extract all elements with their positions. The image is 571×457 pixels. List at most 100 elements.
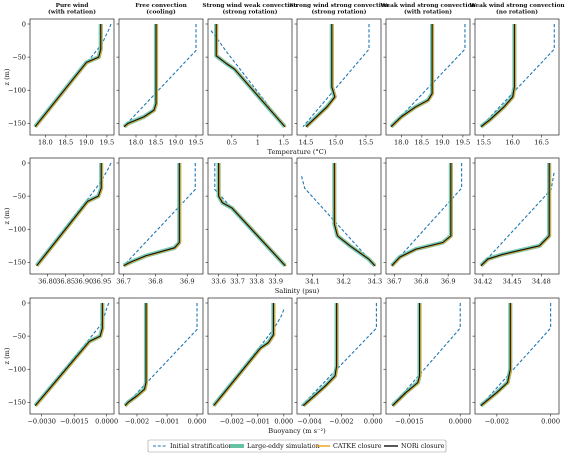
x-tick-label: 33.9 [268,278,283,286]
nori-line [215,24,286,128]
x-tick-label: −0.002 [329,418,353,426]
x-tick-label: 36.90 [74,278,93,286]
y-tick-label: −150 [8,399,26,407]
y-tick-label: −100 [8,87,26,95]
nori-line [36,163,102,267]
initial-stratification-line [123,163,196,267]
x-tick-label: 34.1 [305,278,320,286]
x-tick-label: 19.5 [100,139,115,147]
initial-stratification-line [480,303,552,407]
x-tick-label: 34.2 [336,278,351,286]
legend-label-4: NORi closure [401,442,445,450]
nori-line [390,24,433,128]
y-axis-label-row-1: z (m) [3,68,11,85]
x-tick-label: 33.8 [249,278,264,286]
initial-stratification-line [301,176,376,267]
x-tick-label: 18.5 [149,139,164,147]
x-tick-label: 19.5 [189,139,204,147]
x-tick-label: 36.95 [92,278,111,286]
panel-r3-c1: −0.0030 −0.0015 0.0000 0 −50 −100 −150 [8,297,118,426]
legend-label-1: Initial stratification [170,442,233,450]
x-tick-label: 18.0 [394,139,409,147]
x-tick-label: 18.0 [129,139,144,147]
catke-line [391,24,434,128]
panel-r3-c4: −0.004 −0.002 0.000 [294,297,383,426]
catke-line [124,163,181,267]
initial-stratification-line [390,24,466,128]
initial-stratification-line [391,303,461,407]
x-tick-label: 36.80 [38,278,57,286]
y-tick-label: −100 [8,226,26,234]
column-title-4-line-2: (strong rotation) [312,9,367,16]
catke-line [35,303,104,407]
x-tick-label: 0.000 [541,418,560,426]
x-tick-label: 19.5 [456,139,471,147]
nori-line [333,163,376,267]
panel-frame [118,18,204,136]
column-title-1-line-2: (with rotation) [48,9,96,16]
panel-r1-c2: 18.0 18.5 19.0 19.5 [116,18,204,147]
panel-frame [296,157,382,275]
panel-frame [207,157,293,275]
initial-stratification-line [210,30,286,128]
catke-line [35,24,103,128]
nori-line [34,24,102,128]
x-tick-label: −0.001 [155,418,179,426]
x-tick-label: −0.001 [246,418,270,426]
column-title-6-line-1: Weak wind strong convection [468,3,565,9]
x-axis-label-row-1: Temperature (°C) [268,148,327,156]
x-axis-label-row-3: Buoyancy (m s⁻²) [268,427,326,435]
x-tick-label: 1.5 [279,139,290,147]
nori-line [480,303,511,407]
initial-stratification-line [124,303,198,407]
legend: Initial stratification Large-eddy simulat… [147,439,447,453]
y-tick-label: −50 [12,53,26,61]
panel-frame [474,157,560,275]
x-axis-label-row-2: Salinity (psu) [275,287,320,295]
panel-r1-c6: 15.5 16.0 16.5 [472,18,560,147]
panel-r3-c6: −0.002 0.000 [472,297,560,426]
x-tick-label: 16.5 [534,139,549,147]
x-tick-label: 19.0 [435,139,450,147]
nori-line [123,24,157,128]
x-tick-label: 0.000 [364,418,383,426]
panel-r2-c2: 36.7 36.8 36.9 [116,157,204,286]
x-tick-label: 18.5 [414,139,429,147]
panel-r2-c4: 34.1 34.2 34.3 [294,157,382,286]
x-tick-label: 36.8 [148,278,163,286]
catke-line [303,303,339,407]
nori-line [480,24,515,128]
initial-stratification-line [301,303,377,407]
x-tick-label: 18.5 [58,139,73,147]
x-tick-label: 19.0 [79,139,94,147]
x-tick-label: −0.002 [220,418,244,426]
nori-line [34,303,103,407]
x-tick-label: 0.0000 [449,418,472,426]
x-tick-label: 36.8 [414,278,429,286]
column-title-2-line-1: Free convection [135,3,187,9]
panel-r2-c1: 36.80 36.85 36.90 36.95 0 −50 −100 −150 [8,157,115,286]
panel-r1-c1: 18.0 18.5 19.0 19.5 0 −50 −100 −150 [8,18,115,147]
panel-frame [385,297,471,415]
y-tick-label: −50 [12,192,26,200]
column-title-1-line-1: Pure wind [56,3,89,9]
x-tick-label: 34.48 [532,278,551,286]
nori-line [302,303,338,407]
x-tick-label: 36.7 [116,278,131,286]
x-tick-label: 36.9 [441,278,456,286]
catke-line [481,303,512,407]
x-tick-label: 15.5 [359,139,374,147]
catke-line [214,303,275,407]
panel-frame [118,157,204,275]
initial-stratification-line [480,24,555,128]
catke-line [125,303,148,407]
x-tick-label: 0.000 [274,418,293,426]
y-tick-label: 0 [22,20,26,28]
catke-line [306,24,337,128]
column-title-4-line-1: Strong wind strong convection [289,3,390,9]
panel-frame [296,297,382,415]
column-title-5-line-1: Weak wind strong convection [379,3,476,9]
column-title-3-line-1: Strong wind weak convection [202,3,298,9]
y-tick-label: −150 [8,120,26,128]
x-tick-label: 18.0 [38,139,53,147]
